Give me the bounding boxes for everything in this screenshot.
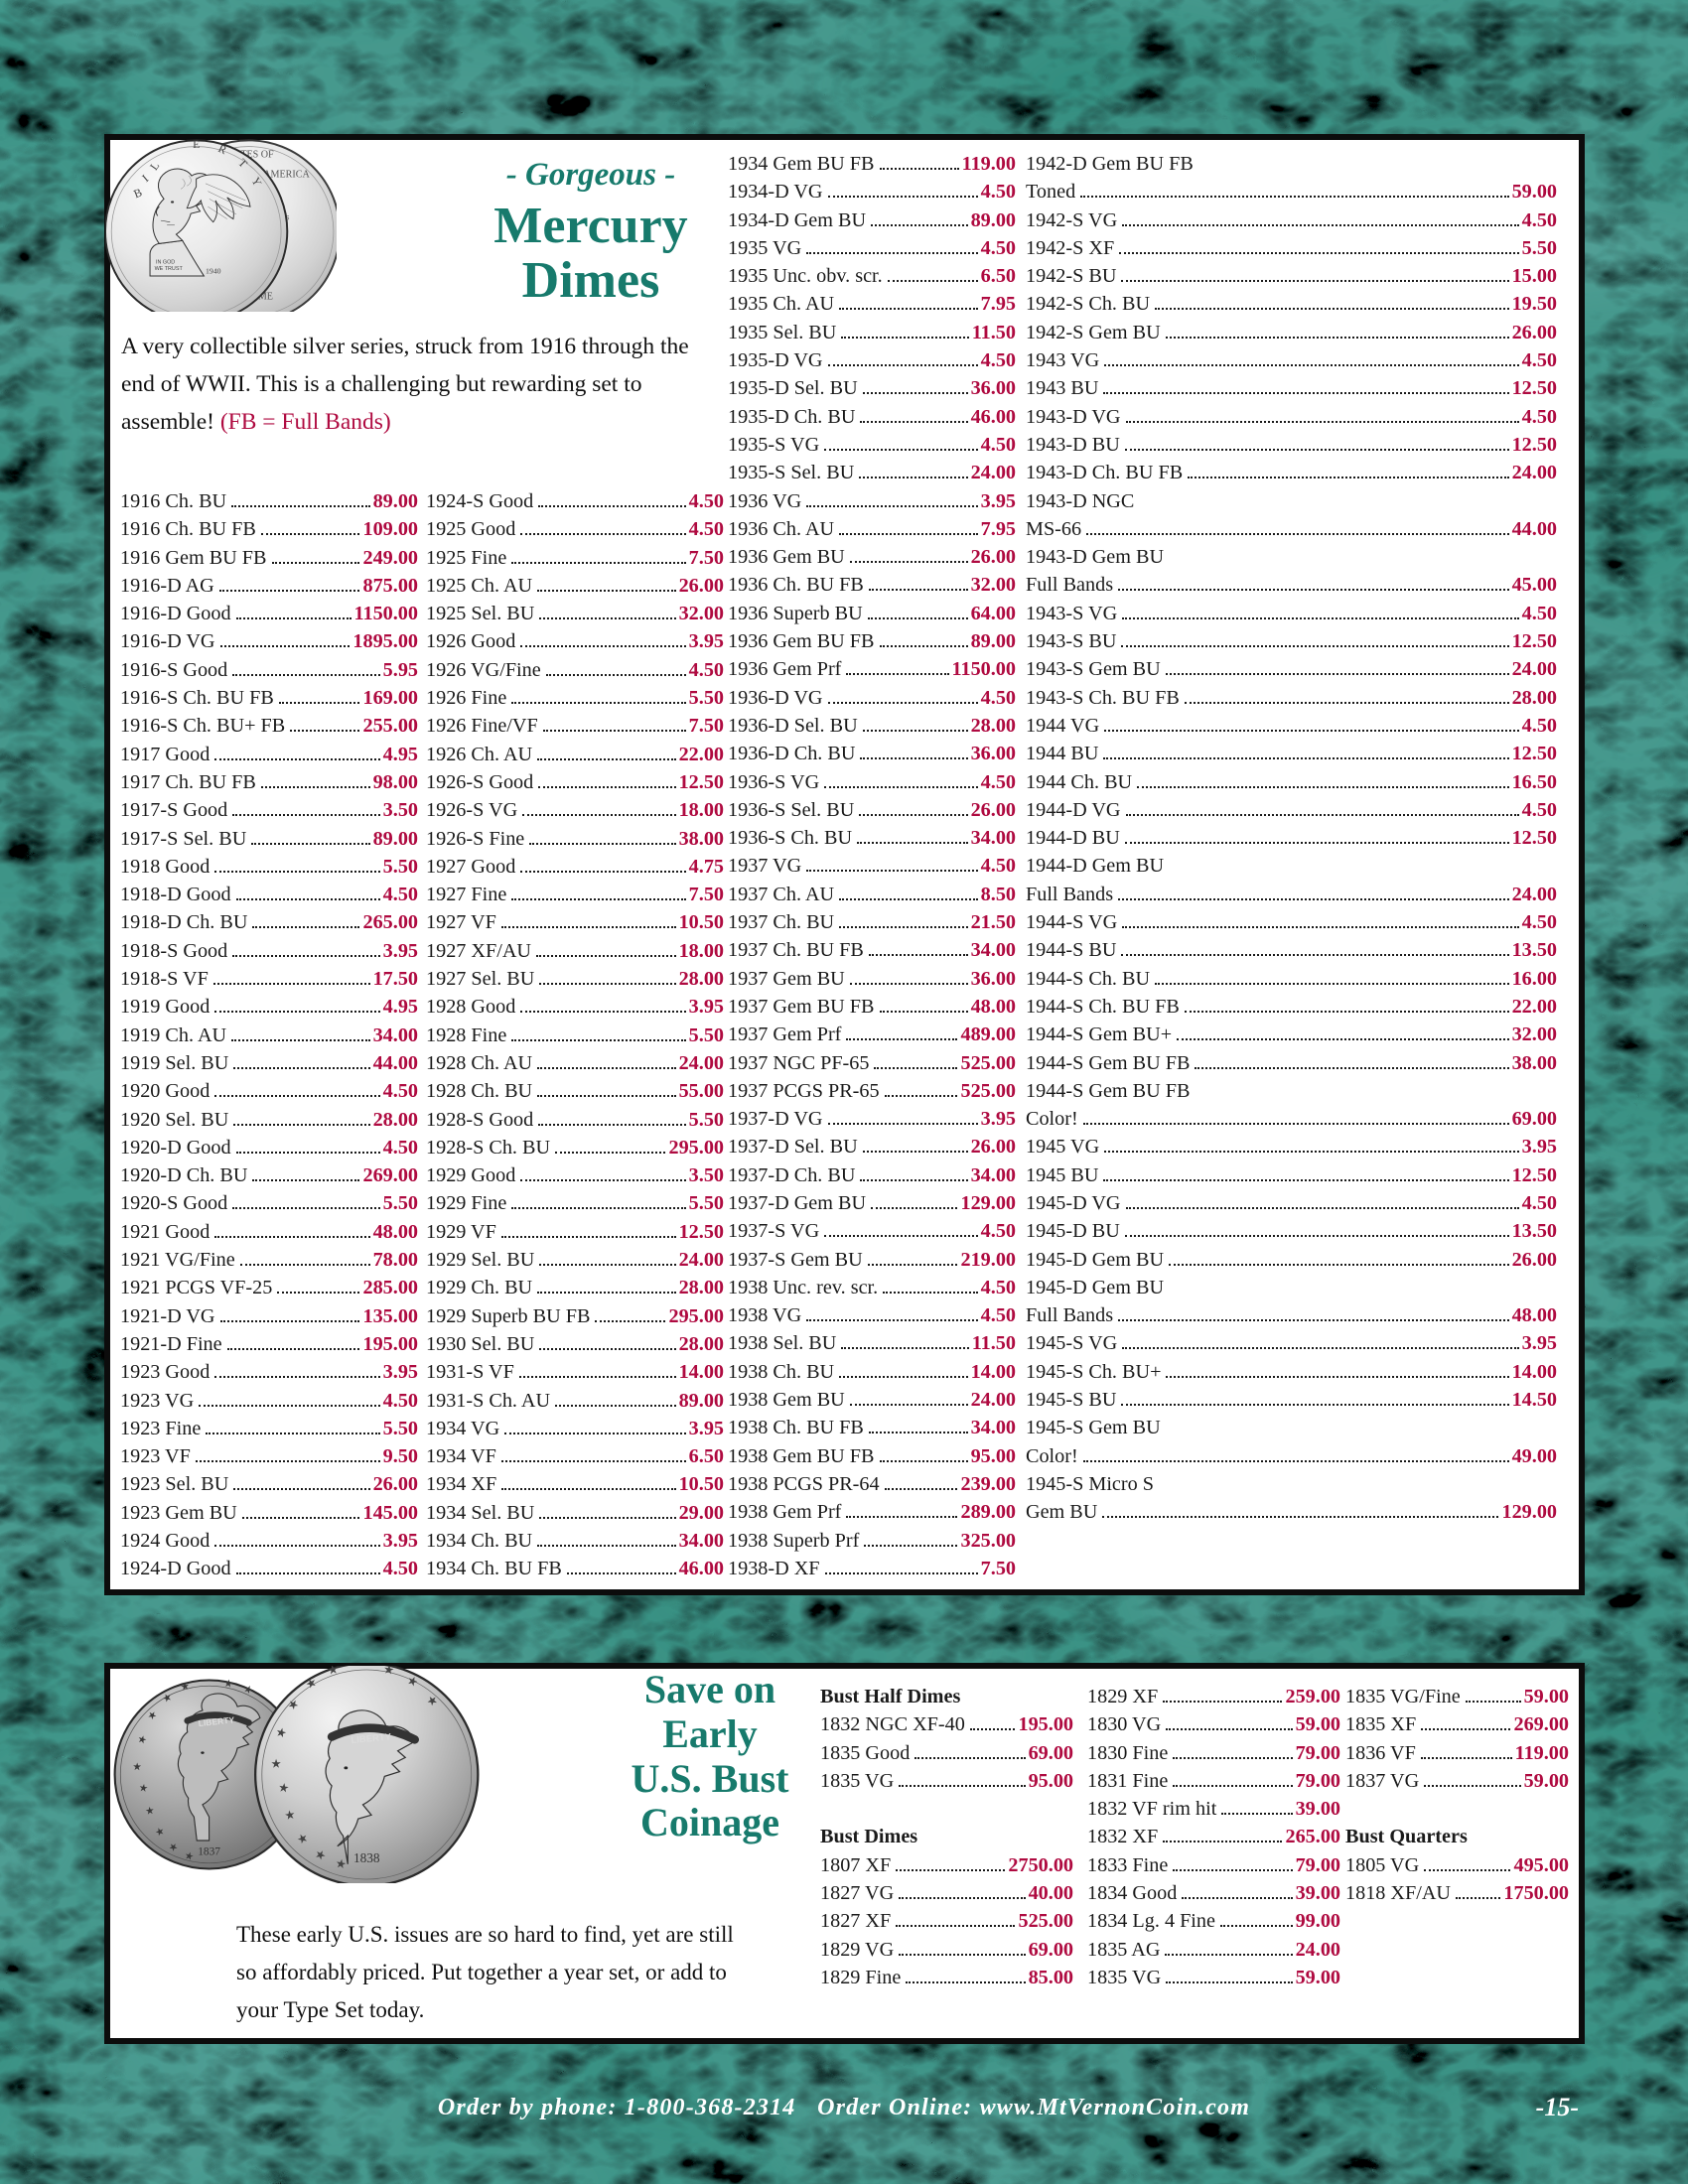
svg-text:★: ★ [136,1783,148,1794]
svg-text:1940: 1940 [206,267,221,276]
svg-text:★: ★ [180,1681,191,1693]
svg-text:★: ★ [327,1666,340,1678]
svg-text:E: E [193,138,200,151]
svg-text:IN GOD: IN GOD [156,260,175,266]
svg-text:★: ★ [223,1679,234,1691]
svg-text:WE TRUST: WE TRUST [155,266,184,272]
svg-text:★: ★ [382,1666,395,1678]
svg-text:1838: 1838 [353,1850,380,1865]
svg-text:1837: 1837 [198,1845,220,1857]
